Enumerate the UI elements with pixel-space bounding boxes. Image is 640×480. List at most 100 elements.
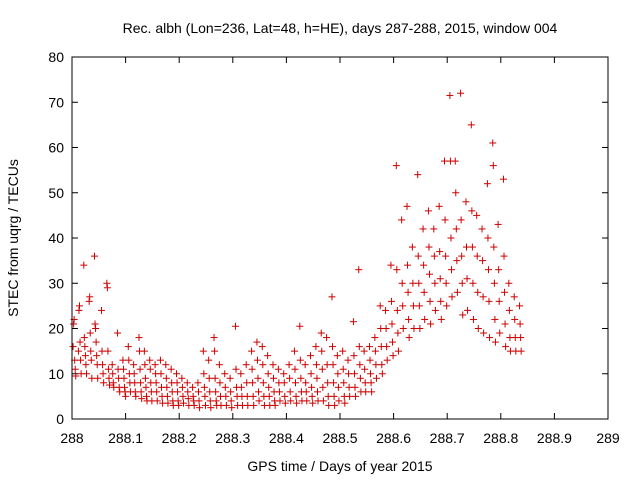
data-point (99, 361, 107, 369)
data-point (309, 399, 317, 407)
data-point (367, 379, 375, 387)
data-point (206, 397, 214, 405)
data-point (393, 266, 401, 274)
data-point (119, 356, 127, 364)
data-point (179, 399, 187, 407)
data-point (441, 157, 449, 165)
data-point (296, 322, 304, 330)
data-point (372, 374, 380, 382)
data-point (293, 399, 301, 407)
data-point (222, 392, 230, 400)
data-point (232, 365, 240, 373)
data-point (437, 315, 445, 323)
data-point (194, 388, 202, 396)
data-point (249, 392, 257, 400)
data-point (414, 171, 422, 179)
data-point (211, 374, 219, 382)
data-point (484, 266, 492, 274)
data-point (516, 320, 524, 328)
data-point (330, 392, 338, 400)
data-point (329, 361, 337, 369)
x-tick-label: 288.9 (537, 430, 572, 446)
data-point (409, 302, 417, 310)
data-point (313, 388, 321, 396)
data-point (121, 383, 129, 391)
data-point (174, 397, 182, 405)
data-point (201, 401, 209, 409)
data-point (184, 395, 192, 403)
data-point (399, 325, 407, 332)
data-point (356, 361, 364, 369)
data-point (138, 395, 146, 403)
x-tick-label: 288.3 (215, 430, 250, 446)
data-point (226, 374, 234, 382)
data-point (350, 370, 358, 378)
data-point (103, 284, 111, 292)
data-point (489, 139, 497, 147)
y-tick-label: 0 (56, 411, 64, 427)
data-point (212, 388, 220, 396)
data-point (141, 361, 149, 369)
data-point (376, 302, 384, 310)
data-point (367, 370, 375, 378)
data-point (146, 356, 154, 364)
data-point (189, 392, 197, 400)
data-point (427, 320, 435, 328)
data-point (124, 343, 132, 351)
data-point (505, 306, 513, 314)
data-point (195, 397, 203, 405)
data-point (468, 207, 476, 215)
data-point (307, 370, 315, 378)
data-point (296, 356, 304, 364)
data-point (92, 325, 100, 332)
data-point (72, 372, 80, 380)
data-point (157, 370, 165, 378)
data-point (109, 370, 117, 378)
y-tick-label: 60 (48, 140, 64, 156)
data-point (334, 370, 342, 378)
data-point (81, 343, 89, 351)
data-point (355, 266, 363, 274)
data-point (86, 293, 94, 301)
data-point (265, 392, 273, 400)
data-point (285, 361, 293, 369)
data-point (489, 162, 497, 170)
data-point (173, 379, 181, 387)
data-point (146, 365, 154, 373)
data-point (451, 157, 459, 165)
data-point (205, 356, 213, 364)
data-point (237, 383, 245, 391)
data-points (69, 89, 525, 412)
data-point (201, 392, 209, 400)
data-point (361, 365, 369, 373)
data-point (339, 347, 347, 355)
y-tick-label: 30 (48, 275, 64, 291)
data-point (462, 198, 470, 206)
data-point (371, 347, 379, 355)
data-point (228, 404, 236, 412)
x-tick-label: 288 (60, 430, 84, 446)
data-point (382, 325, 390, 332)
data-point (303, 397, 311, 405)
data-point (389, 352, 397, 360)
data-point (462, 243, 470, 251)
data-point (389, 338, 397, 346)
y-tick-label: 10 (48, 366, 64, 382)
data-point (86, 329, 94, 337)
data-point (410, 325, 418, 332)
data-point (378, 370, 386, 378)
data-point (265, 383, 273, 391)
data-point (485, 297, 493, 305)
data-point (249, 379, 257, 387)
y-tick-label: 50 (48, 185, 64, 201)
data-point (308, 383, 316, 391)
data-point (511, 315, 519, 323)
data-point (106, 381, 114, 389)
data-point (458, 252, 466, 260)
data-point (463, 275, 471, 283)
data-point (317, 329, 325, 337)
data-point (231, 322, 239, 330)
data-point (137, 379, 145, 387)
data-point (156, 356, 164, 364)
